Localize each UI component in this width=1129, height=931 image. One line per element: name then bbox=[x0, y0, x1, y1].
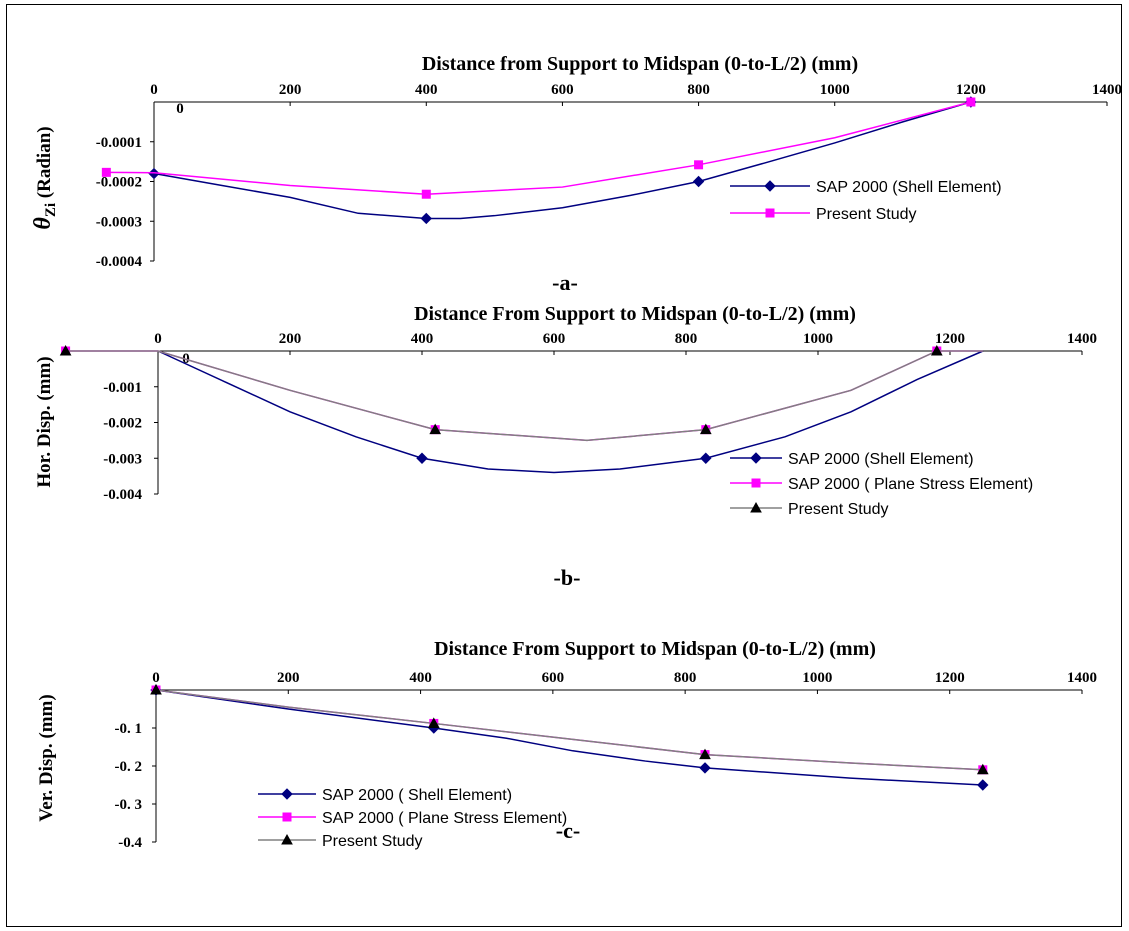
data-point-marker bbox=[416, 452, 428, 464]
legend-marker bbox=[751, 478, 761, 488]
y-tick-label: -0.001 bbox=[103, 380, 142, 396]
data-point-marker bbox=[700, 452, 712, 464]
legend-marker bbox=[764, 180, 776, 192]
x-tick-label: 200 bbox=[279, 331, 302, 347]
figure-frame bbox=[6, 4, 1122, 927]
x-tick-label: 800 bbox=[687, 82, 710, 98]
y-axis-title: θZi (Radian) bbox=[30, 126, 59, 229]
legend-label: SAP 2000 ( Plane Stress Element) bbox=[788, 476, 1033, 493]
x-tick-label: 600 bbox=[543, 331, 566, 347]
x-tick-label: 1200 bbox=[935, 331, 965, 347]
y-tick-label: -0.0004 bbox=[96, 254, 143, 270]
y-tick-label: -0.004 bbox=[103, 487, 142, 503]
data-point-marker bbox=[976, 763, 989, 775]
legend-marker bbox=[750, 452, 762, 464]
legend-marker bbox=[282, 812, 292, 822]
x-tick-label: 1000 bbox=[803, 331, 833, 347]
data-point-marker bbox=[694, 160, 704, 170]
panel-c-chart: 0 200 400 600 800 1000 1200 1400 -0. 1 -0. 2 -0. 3… bbox=[36, 638, 1097, 851]
x-tick-label: 1400 bbox=[1092, 82, 1122, 98]
x-tick-label: 1200 bbox=[956, 82, 986, 98]
x-tick-label: 0 bbox=[150, 82, 158, 98]
legend-label: SAP 2000 ( Plane Stress Element) bbox=[322, 810, 567, 827]
legend-label: SAP 2000 (Shell Element) bbox=[816, 179, 1002, 196]
series-line bbox=[157, 350, 984, 474]
x-tick-label: 0 bbox=[154, 331, 162, 347]
x-tick-label: 600 bbox=[551, 82, 574, 98]
panel-a-chart: 0 200 400 600 800 1000 1200 1400 0 -0.0001 -0.0002… bbox=[30, 53, 1122, 295]
data-point-marker bbox=[977, 779, 989, 791]
data-point-marker bbox=[930, 344, 943, 356]
data-point-marker bbox=[692, 175, 705, 188]
x-tick-label: 1000 bbox=[802, 670, 832, 686]
series-line bbox=[155, 689, 983, 771]
y-tick-label: -0.0001 bbox=[96, 135, 142, 151]
series-line bbox=[65, 350, 983, 442]
y-tick-label: -0.0002 bbox=[96, 175, 142, 191]
legend-marker bbox=[281, 788, 293, 800]
panel-label: -b- bbox=[554, 565, 581, 590]
series-line bbox=[155, 689, 983, 771]
data-point-marker bbox=[699, 423, 712, 435]
y-tick-label: 0 bbox=[176, 101, 184, 117]
x-tick-label: 1000 bbox=[820, 82, 850, 98]
legend-label: Present Study bbox=[322, 833, 423, 850]
data-point-marker bbox=[699, 748, 711, 760]
x-tick-label: 600 bbox=[542, 670, 565, 686]
panel-b-chart: 0 200 400 600 800 1000 1200 14000-0.001-0.002-0… bbox=[34, 303, 1097, 590]
data-point-marker bbox=[966, 97, 976, 107]
x-tick-label: 0 bbox=[152, 670, 160, 686]
legend-marker bbox=[765, 208, 775, 218]
data-point-marker bbox=[59, 344, 72, 356]
x-tick-label: 400 bbox=[411, 331, 434, 347]
data-point-marker bbox=[420, 212, 432, 225]
y-tick-label: -0.003 bbox=[103, 451, 142, 467]
data-point-marker bbox=[101, 167, 111, 177]
data-point-marker bbox=[699, 762, 711, 774]
data-point-marker bbox=[421, 189, 431, 199]
x-tick-label: 800 bbox=[675, 331, 698, 347]
x-axis-title: Distance From Support to Midspan (0-to-L… bbox=[414, 303, 856, 325]
x-axis-title: Distance From Support to Midspan (0-to-L… bbox=[434, 638, 876, 660]
legend-label: Present Study bbox=[816, 206, 917, 223]
series-line bbox=[153, 101, 972, 220]
panel-label: -c- bbox=[556, 818, 580, 843]
data-point-marker bbox=[150, 683, 162, 695]
x-tick-label: 200 bbox=[279, 82, 302, 98]
y-tick-label: -0.0003 bbox=[96, 214, 142, 230]
series-line bbox=[155, 689, 983, 786]
series-line bbox=[106, 101, 972, 195]
legend-label: SAP 2000 (Shell Element) bbox=[788, 451, 974, 468]
x-axis-title: Distance from Support to Midspan (0-to-L… bbox=[422, 53, 858, 75]
x-tick-label: 1200 bbox=[935, 670, 965, 686]
data-point-marker bbox=[429, 423, 442, 435]
y-axis-title: Hor. Disp. (mm) bbox=[34, 356, 55, 487]
x-tick-label: 1400 bbox=[1067, 670, 1097, 686]
x-tick-label: 800 bbox=[674, 670, 697, 686]
x-tick-label: 200 bbox=[277, 670, 300, 686]
legend-label: SAP 2000 ( Shell Element) bbox=[322, 787, 512, 804]
data-point-marker bbox=[148, 167, 160, 180]
legend-marker bbox=[281, 833, 293, 845]
y-tick-label: -0.4 bbox=[118, 835, 142, 851]
data-point-marker bbox=[427, 717, 440, 728]
x-tick-label: 400 bbox=[409, 670, 432, 686]
y-tick-label: -0. 2 bbox=[115, 759, 143, 775]
x-tick-label: 1400 bbox=[1067, 331, 1097, 347]
y-axis-title: Ver. Disp. (mm) bbox=[36, 694, 57, 821]
y-tick-label: -0. 1 bbox=[115, 721, 143, 737]
legend-label: Present Study bbox=[788, 501, 889, 518]
y-tick-label: -0. 3 bbox=[115, 797, 143, 813]
x-tick-label: 400 bbox=[415, 82, 438, 98]
panel-label: -a- bbox=[552, 270, 578, 295]
y-tick-label: -0.002 bbox=[103, 416, 142, 432]
legend-marker bbox=[750, 501, 762, 513]
